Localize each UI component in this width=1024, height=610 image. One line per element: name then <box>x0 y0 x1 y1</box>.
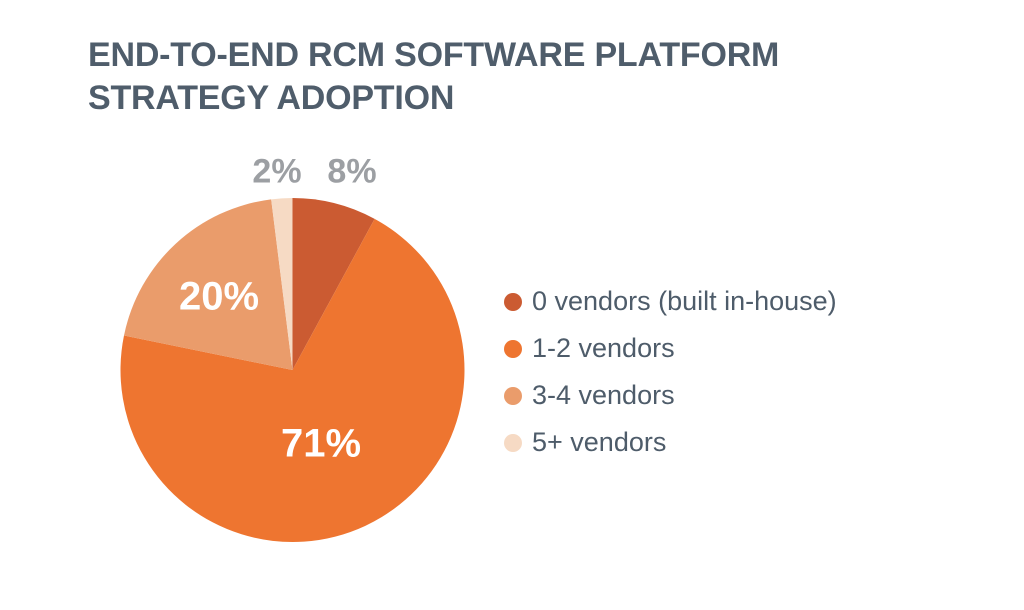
page-title-line-1: END-TO-END RCM SOFTWARE PLATFORM <box>88 36 780 74</box>
pie-slice-3 <box>271 198 293 370</box>
pie-percent-label-0-vendors: 8% <box>327 152 377 191</box>
legend-dot-icon <box>504 292 522 311</box>
pie-percent-label-5plus-vendors: 2% <box>252 152 302 191</box>
legend-item-3-4-vendors: 3-4 vendors <box>504 380 837 411</box>
page-title: END-TO-END RCM SOFTWARE PLATFORM STRATEG… <box>88 34 779 120</box>
legend-item-0-vendors: 0 vendors (built in-house) <box>504 286 837 317</box>
pie-slice-2 <box>124 199 293 370</box>
legend-label: 1-2 vendors <box>532 333 675 363</box>
legend-dot-icon <box>504 339 522 358</box>
pie-slice-1 <box>120 218 465 542</box>
legend-label: 5+ vendors <box>532 427 667 457</box>
pie-chart <box>120 198 465 542</box>
legend: 0 vendors (built in-house) 1-2 vendors 3… <box>504 286 837 458</box>
legend-item-1-2-vendors: 1-2 vendors <box>504 333 837 364</box>
page-title-line-2: STRATEGY ADOPTION <box>88 79 455 117</box>
legend-label: 3-4 vendors <box>532 380 675 410</box>
legend-item-5plus-vendors: 5+ vendors <box>504 427 837 458</box>
legend-dot-icon <box>504 433 522 452</box>
pie-slice-0 <box>292 198 375 370</box>
pie-percent-label-1-2-vendors: 71% <box>280 421 362 466</box>
legend-label: 0 vendors (built in-house) <box>532 286 837 316</box>
pie-percent-label-3-4-vendors: 20% <box>178 274 260 319</box>
legend-dot-icon <box>504 386 522 405</box>
